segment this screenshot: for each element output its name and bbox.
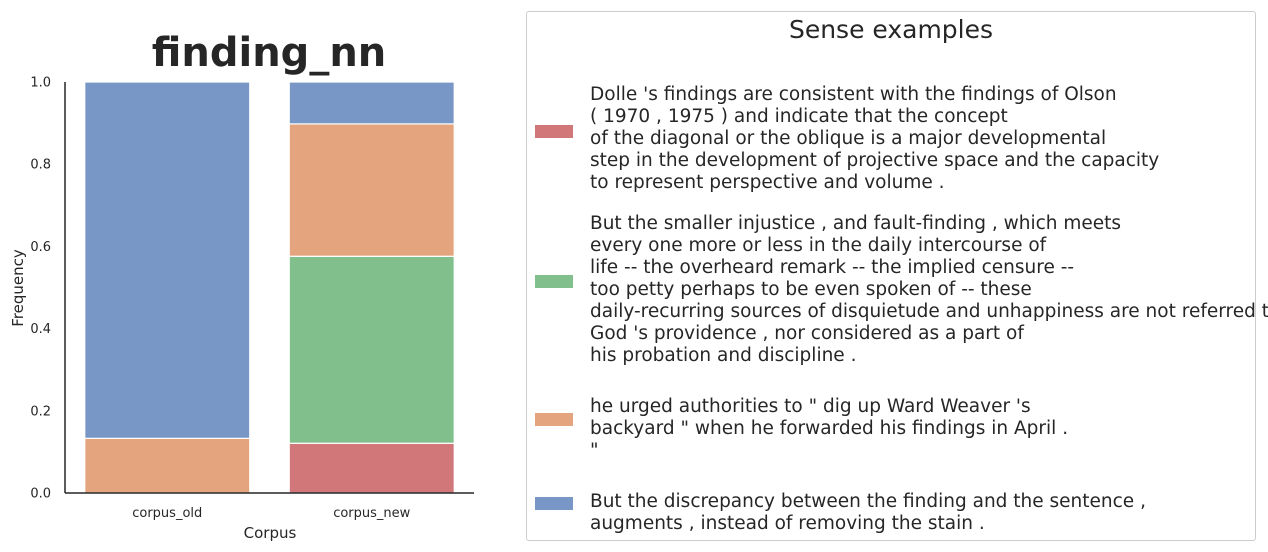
y-tick-label: 0.4 [30, 322, 51, 337]
x-tick-label: corpus_new [333, 506, 410, 521]
stacked-bar-chart: finding_nn 0.0 0.2 0.4 0.6 0.8 1.0 corpus_old… [9, 30, 474, 542]
bar-segment-corpus_old-3 [84, 81, 251, 439]
legend-title: Sense examples [788, 15, 994, 44]
y-axis-label: Frequency [9, 249, 27, 327]
y-tick-label: 1.0 [30, 76, 51, 91]
x-tick-label: corpus_old [132, 506, 202, 521]
legend: Sense examples Dolle 's findings are con… [526, 11, 1268, 541]
bar-segment-corpus_new-3 [288, 81, 455, 125]
legend-swatch [535, 125, 573, 138]
y-tick-label: 0.0 [30, 487, 51, 502]
legend-entry-text: But the discrepancy between the finding … [590, 491, 1146, 534]
chart-title: finding_nn [152, 30, 387, 76]
legend-swatch [535, 413, 573, 426]
legend-entry-text: But the smaller injustice , and fault-fi… [590, 213, 1268, 366]
bar-segment-corpus_new-2 [288, 123, 455, 257]
y-tick-label: 0.2 [30, 404, 51, 419]
bar-segment-corpus_new-1 [288, 255, 455, 444]
bar-segment-corpus_old-2 [84, 437, 251, 494]
y-tick-label: 0.8 [30, 158, 51, 173]
x-axis-label: Corpus [244, 524, 297, 542]
y-tick-labels: 0.0 0.2 0.4 0.6 0.8 1.0 [30, 76, 51, 502]
x-tick-labels: corpus_old corpus_new [132, 506, 410, 521]
legend-swatch [535, 275, 573, 288]
legend-entry-text: Dolle 's findings are consistent with th… [590, 84, 1160, 193]
bar-segments [84, 81, 455, 494]
y-tick-label: 0.6 [30, 240, 51, 255]
bar-segment-corpus_new-0 [288, 442, 455, 494]
legend-swatch [535, 497, 573, 510]
legend-entry-text: he urged authorities to " dig up Ward We… [590, 396, 1069, 461]
